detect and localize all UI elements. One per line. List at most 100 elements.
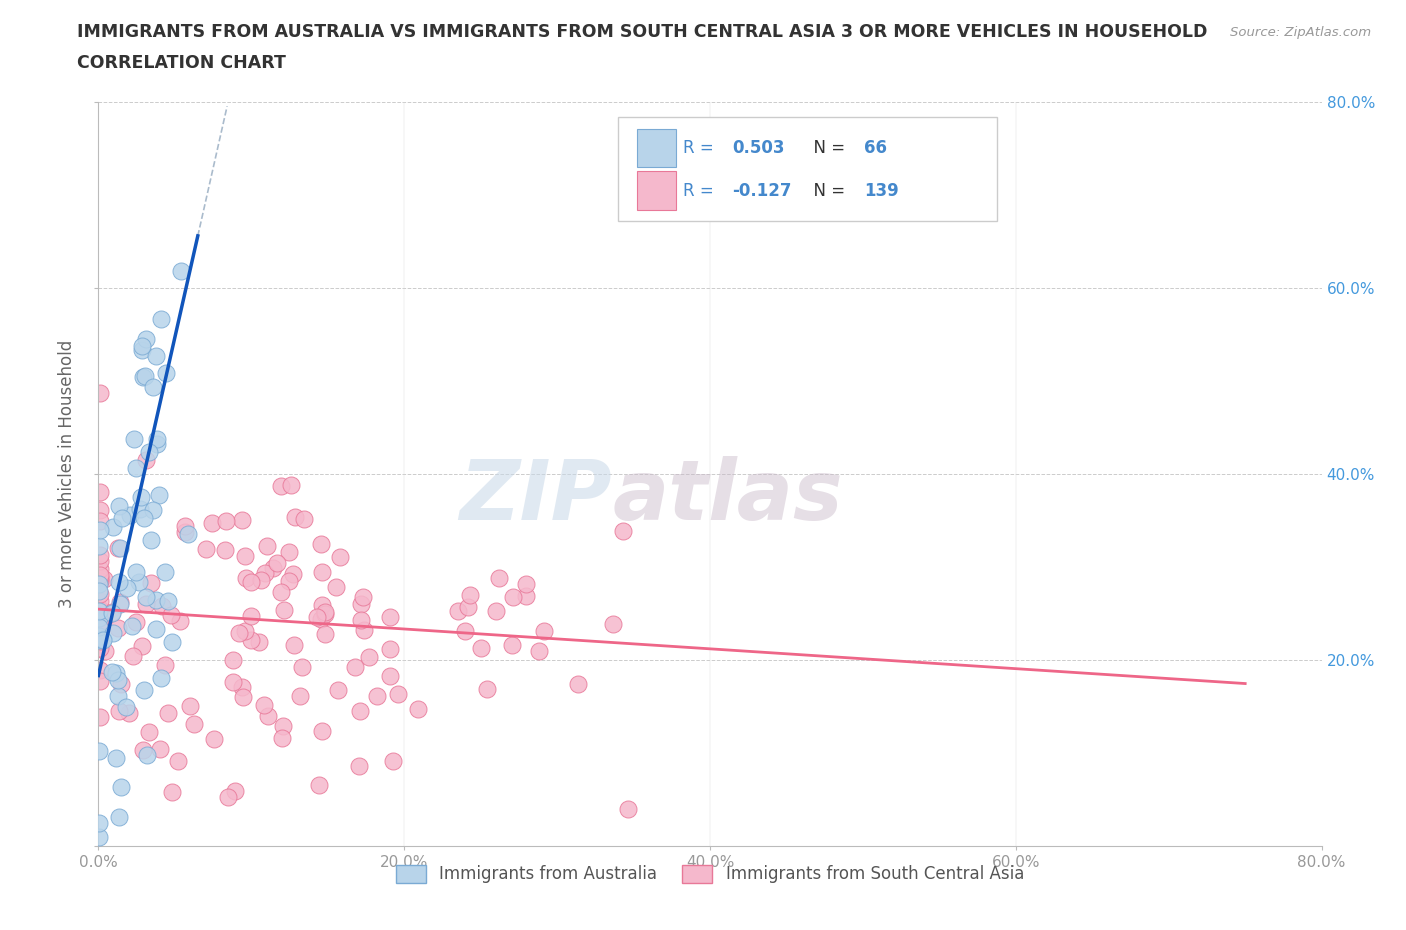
Point [146, 437, 169, 452]
Point [89, 633, 111, 648]
Point [233, 624, 256, 639]
Point [89, 485, 111, 499]
Point [89, 633, 111, 648]
Point [477, 682, 499, 697]
Point [308, 777, 330, 792]
Point [353, 622, 375, 637]
Point [89, 386, 111, 401]
Point [292, 512, 315, 526]
Point [107, 540, 129, 555]
Legend: Immigrants from Australia, Immigrants from South Central Asia: Immigrants from Australia, Immigrants fr… [389, 858, 1031, 890]
Point [134, 368, 156, 383]
Point [447, 604, 470, 618]
Point [311, 565, 333, 579]
Point [240, 633, 263, 648]
Point [247, 634, 270, 649]
Text: N =: N = [803, 139, 851, 157]
Point [166, 753, 188, 768]
Text: Source: ZipAtlas.com: Source: ZipAtlas.com [1230, 26, 1371, 39]
Point [457, 600, 479, 615]
Point [101, 626, 124, 641]
Point [215, 513, 238, 528]
Point [93, 632, 115, 647]
Point [501, 638, 523, 653]
Point [257, 709, 280, 724]
Point [91, 631, 114, 646]
Point [253, 565, 276, 580]
Point [118, 508, 141, 523]
Point [233, 549, 256, 564]
Point [107, 688, 129, 703]
Point [150, 598, 173, 613]
Point [224, 784, 246, 799]
Point [329, 550, 352, 565]
Point [101, 605, 124, 620]
Point [256, 538, 278, 553]
Y-axis label: 3 or more Vehicles in Household: 3 or more Vehicles in Household [58, 340, 76, 608]
Point [121, 618, 143, 633]
Point [222, 674, 245, 689]
Point [170, 264, 193, 279]
Point [150, 312, 173, 326]
Point [202, 732, 225, 747]
Point [533, 623, 555, 638]
Point [284, 510, 307, 525]
Point [270, 479, 292, 494]
Point [131, 638, 153, 653]
Text: IMMIGRANTS FROM AUSTRALIA VS IMMIGRANTS FROM SOUTH CENTRAL ASIA 3 OR MORE VEHICL: IMMIGRANTS FROM AUSTRALIA VS IMMIGRANTS … [77, 23, 1208, 41]
Point [458, 588, 481, 603]
Point [135, 597, 157, 612]
Point [89, 583, 111, 598]
Point [89, 674, 111, 689]
Point [89, 502, 111, 517]
Text: CORRELATION CHART: CORRELATION CHART [77, 54, 287, 72]
Point [101, 664, 124, 679]
Point [350, 597, 373, 612]
Point [132, 683, 155, 698]
Point [101, 520, 124, 535]
Point [150, 671, 173, 685]
Point [135, 748, 157, 763]
Point [616, 802, 638, 817]
Point [107, 809, 129, 824]
Point [153, 658, 176, 672]
Point [122, 432, 145, 446]
Point [128, 574, 150, 589]
Point [118, 706, 141, 721]
Point [314, 604, 336, 619]
Point [142, 379, 165, 394]
Point [169, 614, 191, 629]
Point [231, 513, 253, 528]
Text: 0.503: 0.503 [733, 139, 785, 157]
Point [380, 669, 402, 684]
Point [271, 718, 294, 733]
Point [148, 488, 170, 503]
FancyBboxPatch shape [619, 117, 997, 221]
Point [155, 365, 177, 380]
Point [110, 594, 132, 609]
Point [153, 565, 176, 579]
Text: R =: R = [683, 181, 718, 200]
Point [262, 560, 284, 575]
Point [125, 461, 148, 476]
Point [89, 710, 111, 724]
Point [283, 566, 305, 581]
Point [194, 542, 217, 557]
Point [89, 547, 111, 562]
Text: -0.127: -0.127 [733, 181, 792, 200]
Text: N =: N = [803, 181, 851, 200]
Point [347, 759, 370, 774]
Point [157, 706, 180, 721]
Point [387, 686, 409, 701]
Point [366, 688, 388, 703]
FancyBboxPatch shape [637, 171, 676, 210]
Point [89, 621, 111, 636]
Point [278, 574, 301, 589]
Point [110, 779, 132, 794]
Point [129, 490, 152, 505]
Point [378, 642, 401, 657]
Point [160, 784, 183, 799]
Point [89, 614, 111, 629]
Point [135, 332, 157, 347]
Point [311, 598, 333, 613]
